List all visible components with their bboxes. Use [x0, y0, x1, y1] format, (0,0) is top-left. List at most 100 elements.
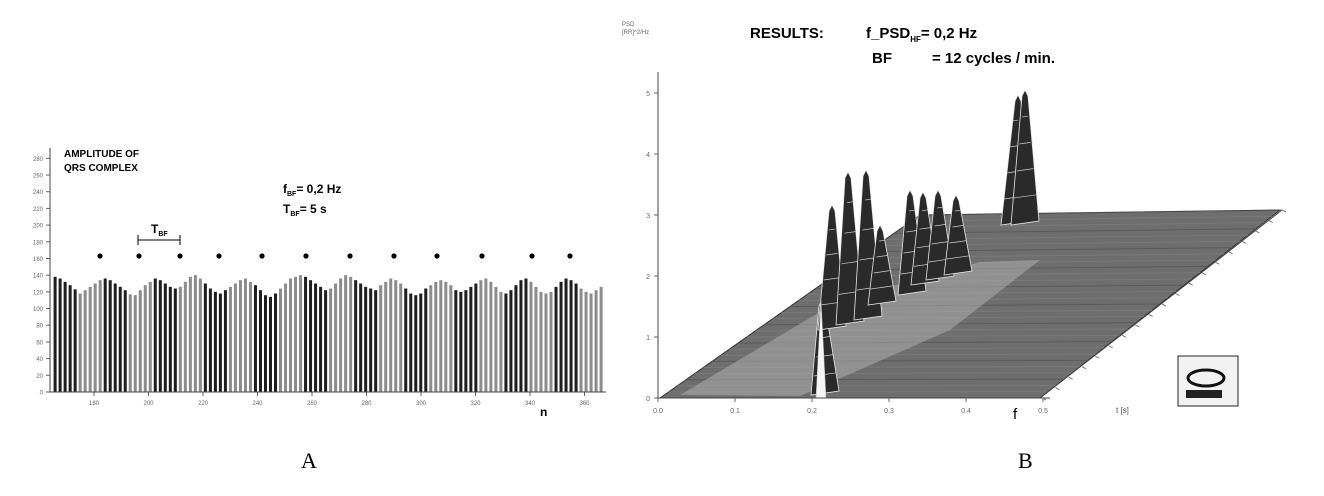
time-tick — [1175, 293, 1180, 297]
peak-marker — [391, 253, 397, 259]
qrs-bar — [329, 288, 333, 392]
qrs-bar — [404, 288, 408, 392]
peak-marker — [567, 253, 573, 259]
psd-surface-chart: RESULTS: f_PSDHF= 0,2 Hz BF = 12 cycles … — [622, 22, 1287, 423]
qrs-bar — [248, 281, 252, 392]
f-tick-label: 0.3 — [884, 408, 894, 415]
qrs-bar — [409, 293, 413, 392]
qrs-bar — [203, 283, 207, 392]
peak-mesh-line — [906, 230, 918, 233]
peak-mesh-line — [873, 270, 891, 274]
peak-mesh-line — [870, 285, 894, 290]
peak-mesh-line — [934, 224, 946, 227]
qrs-bar — [459, 291, 463, 392]
qrs-bar — [584, 291, 588, 392]
qrs-bar — [98, 280, 102, 392]
time-tick — [1215, 261, 1220, 265]
qrs-bar — [474, 283, 478, 392]
peak-marker — [216, 253, 222, 259]
qrs-bar — [594, 290, 598, 392]
qrs-bar — [479, 280, 483, 392]
peak-mesh-line — [937, 206, 943, 209]
qrs-bar — [389, 278, 393, 392]
qrs-bar — [564, 278, 568, 392]
qrs-bar — [279, 288, 283, 392]
qrs-bar — [434, 281, 438, 392]
y-tick-label: 220 — [33, 207, 44, 213]
y-tick-label: 240 — [33, 190, 44, 196]
qrs-bar — [574, 283, 578, 392]
y-tick-label: 140 — [33, 274, 44, 280]
x-tick-label: 180 — [89, 401, 100, 407]
qrs-bar — [569, 280, 573, 392]
peak-mesh-line — [1016, 168, 1034, 172]
qrs-bar — [379, 285, 383, 392]
qrs-bar — [309, 280, 313, 392]
y-tick-label: 120 — [33, 290, 44, 296]
qrs-bar — [263, 295, 267, 392]
qrs-bar — [294, 276, 298, 392]
qrs-bar — [73, 289, 77, 392]
qrs-bar — [394, 280, 398, 392]
qrs-bar — [63, 281, 67, 392]
peak-marker — [434, 253, 440, 259]
time-tick — [1188, 282, 1193, 286]
qrs-bar — [359, 283, 363, 392]
qrs-bar — [268, 296, 272, 392]
time-tick — [1228, 251, 1233, 255]
x-tick-label: 280 — [361, 401, 372, 407]
qrs-bar — [58, 278, 62, 392]
x-axis-label: n — [540, 405, 547, 419]
z-tick-label: 4 — [646, 152, 650, 159]
qrs-bar — [484, 278, 488, 392]
qrs-bar — [274, 293, 278, 392]
qrs-bar — [534, 286, 538, 392]
qrs-bar — [469, 286, 473, 392]
qrs-bar — [304, 276, 308, 392]
qrs-bar — [88, 286, 92, 392]
qrs-bar — [399, 283, 403, 392]
peak-mesh-line — [823, 277, 841, 281]
qrs-bar — [228, 286, 232, 392]
qrs-bar — [284, 283, 288, 392]
panel-label-b: B — [1018, 448, 1033, 473]
peak-marker — [177, 253, 183, 259]
time-tick — [1095, 355, 1100, 359]
f-bf-annotation: fBF= 0,2 Hz — [283, 182, 341, 198]
peak-mesh-line — [826, 253, 838, 256]
peak-mesh-line — [931, 241, 949, 245]
qrs-bar — [208, 288, 212, 392]
qrs-bar — [464, 290, 468, 392]
qrs-bar — [369, 288, 373, 392]
peak-marker — [347, 253, 353, 259]
x-tick-label: 260 — [307, 401, 318, 407]
psd-peak — [943, 194, 973, 276]
f-tick-label: 0.0 — [653, 408, 663, 415]
qrs-bar — [454, 290, 458, 392]
time-tick — [1081, 366, 1087, 370]
qrs-bar — [178, 286, 182, 392]
z-tick-label: 5 — [646, 91, 650, 98]
qrs-bar — [238, 280, 242, 392]
peak-mesh-line — [844, 231, 856, 234]
peak-mesh-line — [865, 198, 871, 201]
time-tick — [1055, 387, 1060, 391]
peak-marker — [259, 253, 265, 259]
peak-mesh-line — [847, 201, 853, 203]
qrs-bar — [319, 286, 323, 392]
peak-mesh-line — [1019, 142, 1031, 145]
y-tick-label: 100 — [33, 307, 44, 313]
z-tick-label: 0 — [646, 396, 650, 403]
qrs-bar — [579, 288, 583, 392]
qrs-bar — [344, 275, 348, 392]
qrs-bar — [354, 280, 358, 392]
time-tick — [1135, 324, 1140, 328]
x-tick-label: 200 — [143, 401, 154, 407]
qrs-bar — [168, 286, 172, 392]
peak-mesh-line — [952, 225, 964, 228]
qrs-bar — [444, 281, 448, 392]
peak-mesh-line — [862, 228, 874, 231]
qrs-bar — [529, 281, 533, 392]
psd-peak — [1010, 89, 1040, 226]
qrs-bar — [198, 278, 202, 392]
